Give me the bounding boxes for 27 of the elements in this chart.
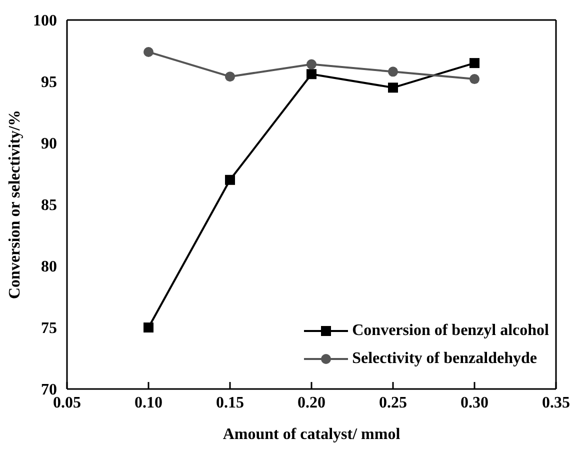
x-tick-label: 0.30 [460, 394, 488, 412]
y-tick-label: 80 [41, 258, 57, 276]
x-tick-label: 0.35 [542, 394, 570, 412]
x-axis-title: Amount of catalyst/ mmol [222, 426, 401, 443]
point [225, 72, 235, 82]
point [470, 58, 480, 68]
y-tick-label: 75 [41, 320, 57, 338]
point [306, 69, 316, 80]
y-tick-label: 100 [33, 12, 57, 30]
point [388, 82, 398, 93]
x-tick-label: 0.10 [134, 394, 162, 412]
point [306, 59, 316, 70]
x-tick-label: 0.25 [379, 394, 407, 412]
legend-label: Conversion of benzyl alcohol [352, 322, 549, 340]
point [225, 174, 235, 185]
x-tick-label: 0.20 [298, 394, 326, 412]
y-tick-label: 85 [41, 197, 57, 214]
y-tick-label: 95 [41, 74, 57, 92]
point [144, 46, 154, 57]
x-tick-label: 0.15 [216, 394, 244, 412]
point [388, 66, 398, 77]
y-tick-label: 90 [41, 136, 57, 153]
point [470, 74, 480, 84]
y-axis-title: Conversion or selectivity/% [6, 110, 24, 300]
legend-label: Selectivity of benzaldehyde [352, 350, 537, 368]
point [144, 322, 154, 332]
x-tick-label: 0.05 [53, 394, 81, 412]
